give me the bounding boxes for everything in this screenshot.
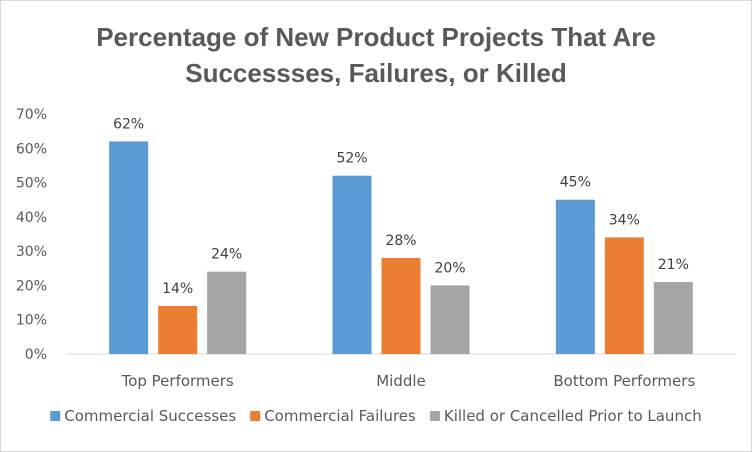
data-label: 24% bbox=[211, 247, 242, 263]
data-labels-group: 62% 14% 24% 52% 28% 20% 45% 34% 21% bbox=[113, 116, 689, 297]
data-label: 20% bbox=[434, 260, 465, 276]
bar bbox=[381, 258, 421, 354]
legend-label: Commercial Successes bbox=[64, 407, 236, 425]
y-tick-label: 0% bbox=[25, 347, 47, 363]
bar bbox=[604, 237, 644, 354]
chart-title-line-1: Percentage of New Product Projects That … bbox=[96, 22, 656, 52]
bar bbox=[158, 306, 198, 354]
x-category-label: Top Performers bbox=[121, 372, 234, 390]
y-tick-label: 60% bbox=[16, 141, 47, 157]
y-tick-label: 40% bbox=[16, 210, 47, 226]
data-label: 45% bbox=[560, 175, 591, 191]
y-tick-label: 50% bbox=[16, 176, 47, 192]
legend-item: Killed or Cancelled Prior to Launch bbox=[429, 407, 702, 425]
legend-swatch bbox=[50, 411, 61, 421]
data-label: 28% bbox=[385, 233, 416, 249]
bar bbox=[109, 141, 149, 354]
bar bbox=[207, 271, 247, 354]
data-label: 21% bbox=[658, 257, 689, 273]
y-tick-label: 10% bbox=[16, 313, 47, 329]
legend-label: Commercial Failures bbox=[264, 407, 416, 425]
legend-swatch bbox=[429, 411, 440, 421]
legend-swatch bbox=[250, 411, 261, 421]
legend-label: Killed or Cancelled Prior to Launch bbox=[444, 407, 702, 425]
bar-series-group bbox=[109, 141, 693, 354]
x-category-label: Bottom Performers bbox=[553, 372, 695, 390]
y-tick-label: 70% bbox=[16, 107, 47, 123]
legend-item: Commercial Failures bbox=[250, 407, 416, 425]
x-category-label: Middle bbox=[376, 372, 426, 390]
bar bbox=[430, 285, 470, 354]
bar bbox=[555, 199, 595, 354]
legend-item: Commercial Successes bbox=[50, 407, 236, 425]
category-labels: Top Performers Middle Bottom Performers bbox=[121, 372, 696, 390]
bar bbox=[332, 175, 372, 354]
y-tick-label: 20% bbox=[16, 278, 47, 294]
data-label: 34% bbox=[609, 212, 640, 228]
data-label: 52% bbox=[336, 151, 367, 167]
y-tick-label: 30% bbox=[16, 244, 47, 260]
data-label: 62% bbox=[113, 116, 144, 132]
chart-title-line-2: Successses, Failures, or Killed bbox=[185, 58, 567, 88]
y-axis-tick-labels: 0% 10% 20% 30% 40% 50% 60% 70% bbox=[16, 107, 47, 363]
chart-legend: Commercial Successes Commercial Failures K… bbox=[50, 407, 702, 425]
bar bbox=[653, 282, 693, 354]
data-label: 14% bbox=[162, 281, 193, 297]
